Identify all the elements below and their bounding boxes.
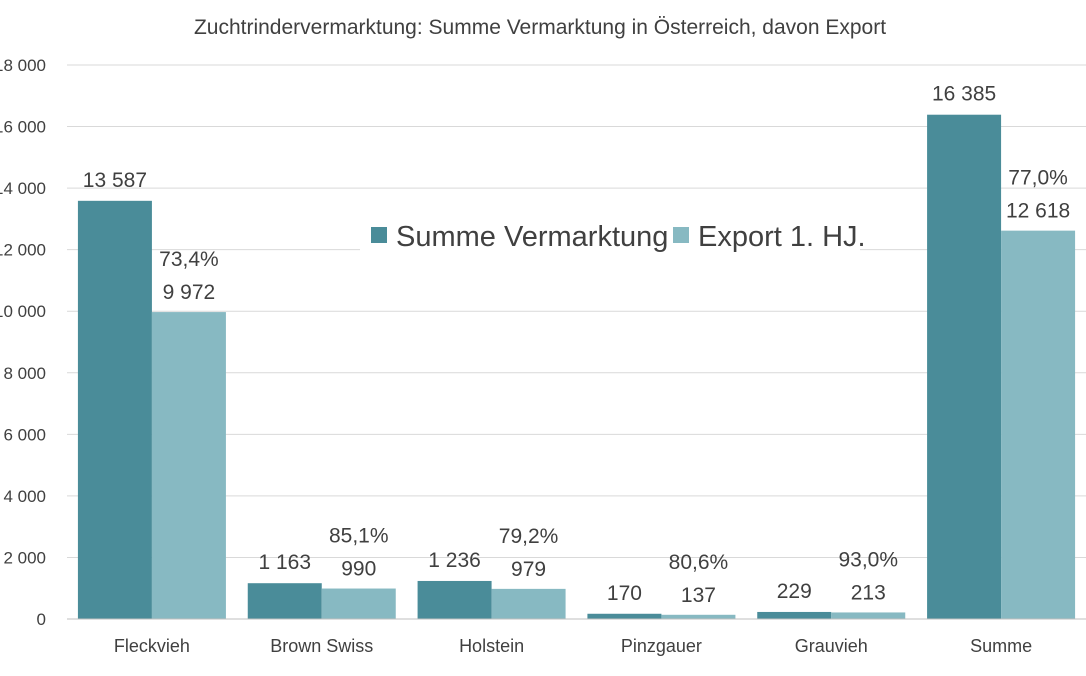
data-label-export: 979 [511, 558, 546, 581]
legend-label-summe-vermarktung: Summe Vermarktung [396, 221, 668, 253]
bar-summe-vermarktung [77, 200, 152, 619]
x-axis-categories: Fleckvieh Brown Swiss Holstein Pinzgauer Gra… [114, 636, 1032, 656]
y-tick-label: 16 000 [0, 118, 46, 137]
data-label-export-share: 79,2% [499, 525, 559, 548]
y-tick-label: 4 000 [3, 487, 46, 506]
bar-summe-vermarktung [757, 611, 832, 619]
y-tick-label: 12 000 [0, 241, 46, 260]
data-label-summe: 1 236 [428, 549, 481, 572]
y-tick-label: 2 000 [3, 548, 46, 567]
bar-export [491, 588, 566, 619]
x-category-label: Pinzgauer [621, 636, 702, 656]
data-labels: 13 587 73,4% 9 972 1 163 85,1% 990 1 236 79,2% 9… [83, 83, 1070, 607]
x-category-label: Brown Swiss [270, 636, 373, 656]
bar-export [831, 612, 906, 619]
data-label-summe: 13 587 [83, 169, 147, 192]
data-label-export-share: 77,0% [1008, 167, 1068, 190]
data-label-export-share: 80,6% [669, 551, 729, 574]
bar-summe-vermarktung [927, 114, 1002, 619]
y-tick-label: 6 000 [3, 425, 46, 444]
legend: Summe Vermarktung Export 1. HJ. [360, 210, 866, 262]
data-label-export-share: 73,4% [159, 248, 219, 271]
legend-label-export: Export 1. HJ. [698, 221, 866, 253]
data-label-export: 213 [851, 581, 886, 604]
x-category-label: Fleckvieh [114, 636, 190, 656]
data-label-export: 12 618 [1006, 200, 1070, 223]
legend-background [360, 210, 860, 262]
x-category-label: Holstein [459, 636, 524, 656]
y-axis-ticks: 0 2 000 4 000 6 000 8 000 10 000 12 000 14 000 1… [0, 56, 46, 629]
data-label-export: 990 [341, 558, 376, 581]
y-tick-label: 0 [37, 610, 46, 629]
y-tick-label: 10 000 [0, 302, 46, 321]
bars [77, 114, 1076, 619]
y-tick-label: 18 000 [0, 56, 46, 75]
data-label-summe: 229 [777, 580, 812, 603]
y-tick-label: 8 000 [3, 364, 46, 383]
x-category-label: Grauvieh [795, 636, 868, 656]
bar-export [1001, 230, 1076, 619]
bar-export [661, 614, 736, 619]
data-label-summe: 1 163 [258, 551, 311, 574]
data-label-summe: 170 [607, 582, 642, 605]
data-label-export-share: 85,1% [329, 525, 389, 548]
chart-title: Zuchtrindervermarktung: Summe Vermarktun… [194, 16, 886, 39]
y-tick-label: 14 000 [0, 179, 46, 198]
data-label-export: 137 [681, 584, 716, 607]
data-label-export: 9 972 [163, 281, 216, 304]
bar-export [151, 312, 226, 619]
bar-summe-vermarktung [417, 580, 492, 619]
legend-swatch-export [673, 227, 689, 243]
bar-summe-vermarktung [587, 613, 662, 619]
data-label-export-share: 93,0% [838, 548, 898, 571]
bar-export [321, 588, 396, 619]
x-category-label: Summe [970, 636, 1032, 656]
bar-summe-vermarktung [247, 583, 322, 619]
legend-swatch-summe-vermarktung [371, 227, 387, 243]
data-label-summe: 16 385 [932, 83, 996, 106]
